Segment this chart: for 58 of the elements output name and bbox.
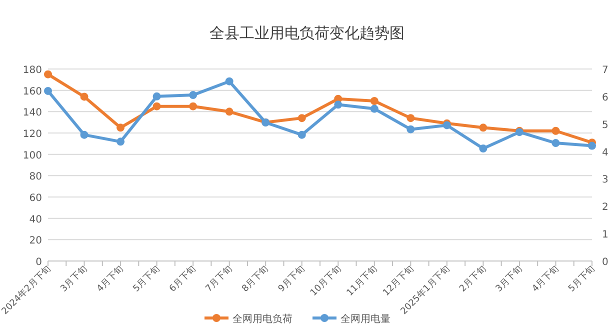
y-tick-label: 20 [29,236,42,247]
y-tick-label: 140 [22,108,42,119]
point [225,108,234,116]
y2-tick-label: 7 [602,65,608,76]
point [225,77,234,86]
x-tick-label: 3月下旬 [494,263,525,294]
point [298,130,306,139]
y-tick-label: 160 [22,86,42,98]
point [152,92,161,100]
point [552,139,560,148]
y2-tick-label: 4 [602,147,608,158]
y-tick-label: 80 [29,172,42,183]
point [189,102,198,110]
point [80,92,88,101]
point [406,114,415,122]
x-tick-label: 8月下旬 [240,263,271,294]
x-tick-label: 4月下旬 [530,263,561,294]
point [479,144,488,153]
point [334,100,342,109]
point [552,126,560,135]
legend-label: 全网用电负荷 [232,313,292,325]
y2-tick-label: 3 [602,174,608,186]
point [80,130,88,139]
x-tick-label: 6月下旬 [167,263,198,294]
y-tick-label: 180 [22,65,42,76]
y2-tick-label: 5 [602,120,608,131]
y2-tick-label: 2 [602,202,608,214]
point [44,86,52,95]
point [370,97,378,105]
x-tick-label: 10月下旬 [308,263,344,298]
y2-tick-label: 0 [602,257,608,268]
x-tick-label: 5月下旬 [566,263,598,294]
point [479,124,488,132]
point [370,104,378,113]
y-tick-label: 60 [29,193,42,204]
point [189,91,198,100]
legend-label: 全网用电量 [340,313,390,325]
y-tick-label: 120 [22,129,42,140]
y-tick-label: 40 [29,214,42,226]
y2-tick-label: 1 [602,230,608,241]
chart-title: 全县工业用电负荷变化趋势图 [210,24,404,42]
x-tick-label: 4月下旬 [94,263,126,294]
point [116,138,125,146]
point [406,125,415,134]
point [298,114,306,122]
point [588,142,596,150]
x-tick-label: 11月下旬 [344,263,380,298]
y-tick-label: 0 [36,257,42,268]
x-tick-label: 9月下旬 [276,263,307,294]
y2-tick-label: 6 [602,92,608,104]
y-tick-label: 100 [22,150,42,162]
point [44,70,52,78]
x-tick-label: 5月下旬 [130,263,162,294]
x-tick-label: 7月下旬 [204,263,234,294]
point [152,102,161,110]
x-tick-label: 2月下旬 [457,263,488,294]
point [116,124,125,132]
x-tick-label: 3月下旬 [58,263,90,294]
